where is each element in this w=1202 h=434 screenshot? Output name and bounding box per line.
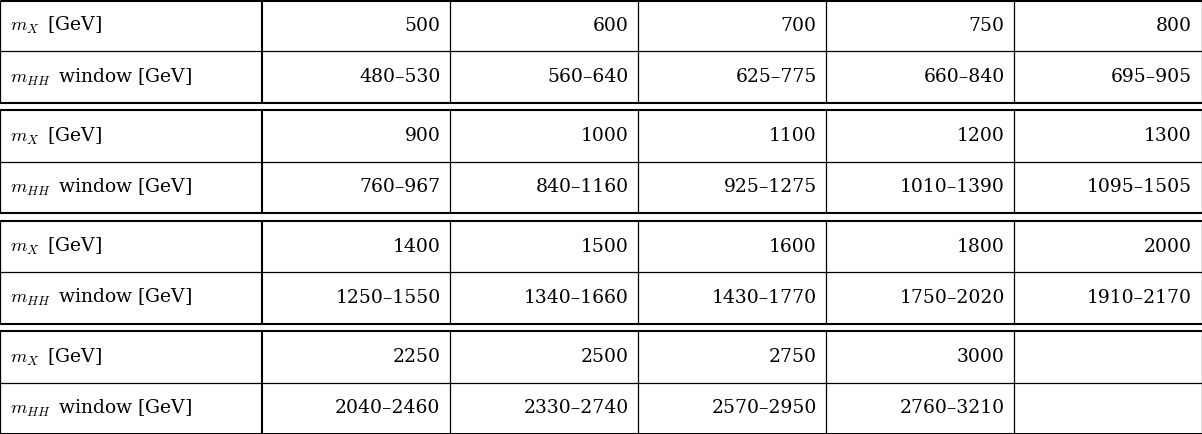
Text: 2500: 2500 [581,348,629,366]
Text: $m_{HH}\,$ window [GeV]: $m_{HH}\,$ window [GeV] [10,177,192,198]
Text: $m_X\,$ [GeV]: $m_X\,$ [GeV] [10,346,101,368]
Text: $m_{HH}\,$ window [GeV]: $m_{HH}\,$ window [GeV] [10,66,192,88]
Text: $m_X\,$ [GeV]: $m_X\,$ [GeV] [10,236,101,257]
Text: 2750: 2750 [769,348,817,366]
Text: $m_X\,$ [GeV]: $m_X\,$ [GeV] [10,125,101,147]
Text: 2760–3210: 2760–3210 [900,399,1005,418]
Text: 800: 800 [1156,16,1191,35]
Text: 625–775: 625–775 [736,68,817,86]
Text: 900: 900 [405,127,441,145]
Text: 1000: 1000 [581,127,629,145]
Text: 1400: 1400 [393,237,441,256]
Text: 1600: 1600 [769,237,817,256]
Text: 2000: 2000 [1144,237,1191,256]
Text: $m_X\,$ [GeV]: $m_X\,$ [GeV] [10,15,101,36]
Text: 1750–2020: 1750–2020 [899,289,1005,307]
Text: 1010–1390: 1010–1390 [900,178,1005,197]
Text: 1430–1770: 1430–1770 [712,289,817,307]
Text: 560–640: 560–640 [547,68,629,86]
Text: 1500: 1500 [581,237,629,256]
Text: 760–967: 760–967 [359,178,441,197]
Text: 660–840: 660–840 [923,68,1005,86]
Text: 1300: 1300 [1144,127,1191,145]
Text: 600: 600 [593,16,629,35]
Text: 1100: 1100 [769,127,817,145]
Text: 2570–2950: 2570–2950 [712,399,817,418]
Text: 700: 700 [781,16,817,35]
Text: 750: 750 [969,16,1005,35]
Text: 1800: 1800 [957,237,1005,256]
Text: $m_{HH}\,$ window [GeV]: $m_{HH}\,$ window [GeV] [10,398,192,419]
Text: 2040–2460: 2040–2460 [335,399,441,418]
Text: 3000: 3000 [957,348,1005,366]
Text: 1340–1660: 1340–1660 [524,289,629,307]
Text: 2250: 2250 [393,348,441,366]
Text: 695–905: 695–905 [1111,68,1191,86]
Text: 1095–1505: 1095–1505 [1087,178,1191,197]
Text: 840–1160: 840–1160 [536,178,629,197]
Text: 1910–2170: 1910–2170 [1087,289,1191,307]
Text: 1250–1550: 1250–1550 [335,289,441,307]
Text: 925–1275: 925–1275 [724,178,817,197]
Text: 480–530: 480–530 [359,68,441,86]
Text: 1200: 1200 [957,127,1005,145]
Text: $m_{HH}\,$ window [GeV]: $m_{HH}\,$ window [GeV] [10,287,192,309]
Text: 500: 500 [405,16,441,35]
Text: 2330–2740: 2330–2740 [523,399,629,418]
